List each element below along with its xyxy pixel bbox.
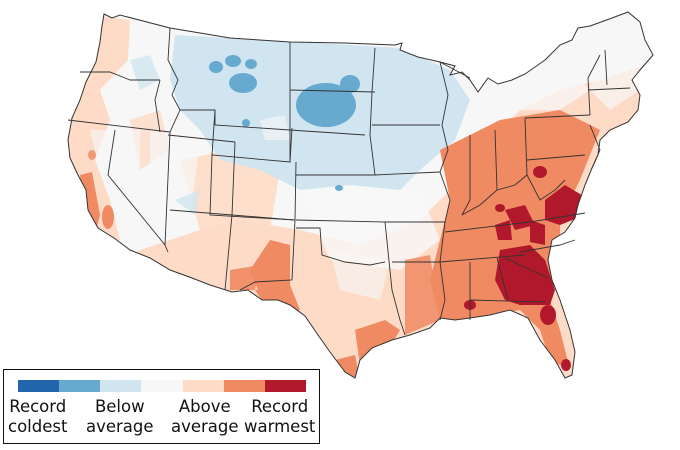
state-borders: [67, 11, 654, 379]
legend-bin-much-above: [223, 380, 265, 392]
legend-label-record-coldest: Record coldest: [8, 397, 68, 436]
legend-bin-near-average: [141, 380, 183, 392]
legend-bin-above: [182, 380, 224, 392]
legend-label-above-average: Above average: [171, 397, 239, 436]
legend-bin-below: [100, 380, 142, 392]
legend-bin-record-coldest: [18, 380, 60, 392]
legend: Record coldest Below average Above avera…: [3, 369, 320, 444]
legend-label-record-warmest: Record warmest: [244, 397, 316, 436]
legend-color-bar: [18, 380, 306, 392]
legend-bin-record-warmest: [264, 380, 306, 392]
legend-label-below-average: Below average: [86, 397, 154, 436]
legend-bin-much-below: [59, 380, 101, 392]
